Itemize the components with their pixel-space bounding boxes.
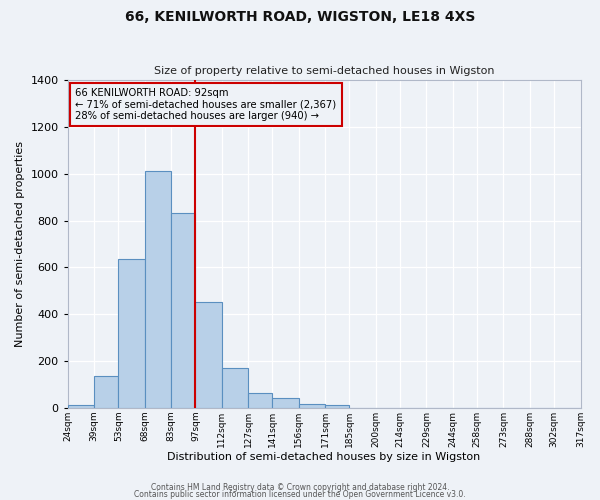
- Y-axis label: Number of semi-detached properties: Number of semi-detached properties: [15, 141, 25, 347]
- Bar: [68, 406, 94, 408]
- Bar: [145, 172, 171, 408]
- Bar: [118, 259, 145, 408]
- Bar: [325, 406, 349, 408]
- Title: Size of property relative to semi-detached houses in Wigston: Size of property relative to semi-detach…: [154, 66, 494, 76]
- Text: Contains public sector information licensed under the Open Government Licence v3: Contains public sector information licen…: [134, 490, 466, 499]
- Bar: [196, 302, 222, 408]
- Bar: [248, 392, 272, 408]
- Bar: [272, 398, 299, 408]
- Text: 66 KENILWORTH ROAD: 92sqm
← 71% of semi-detached houses are smaller (2,367)
28% : 66 KENILWORTH ROAD: 92sqm ← 71% of semi-…: [76, 88, 337, 122]
- X-axis label: Distribution of semi-detached houses by size in Wigston: Distribution of semi-detached houses by …: [167, 452, 481, 462]
- Bar: [171, 214, 196, 408]
- Bar: [222, 368, 248, 408]
- Bar: [299, 404, 325, 408]
- Text: 66, KENILWORTH ROAD, WIGSTON, LE18 4XS: 66, KENILWORTH ROAD, WIGSTON, LE18 4XS: [125, 10, 475, 24]
- Text: Contains HM Land Registry data © Crown copyright and database right 2024.: Contains HM Land Registry data © Crown c…: [151, 484, 449, 492]
- Bar: [94, 376, 118, 408]
